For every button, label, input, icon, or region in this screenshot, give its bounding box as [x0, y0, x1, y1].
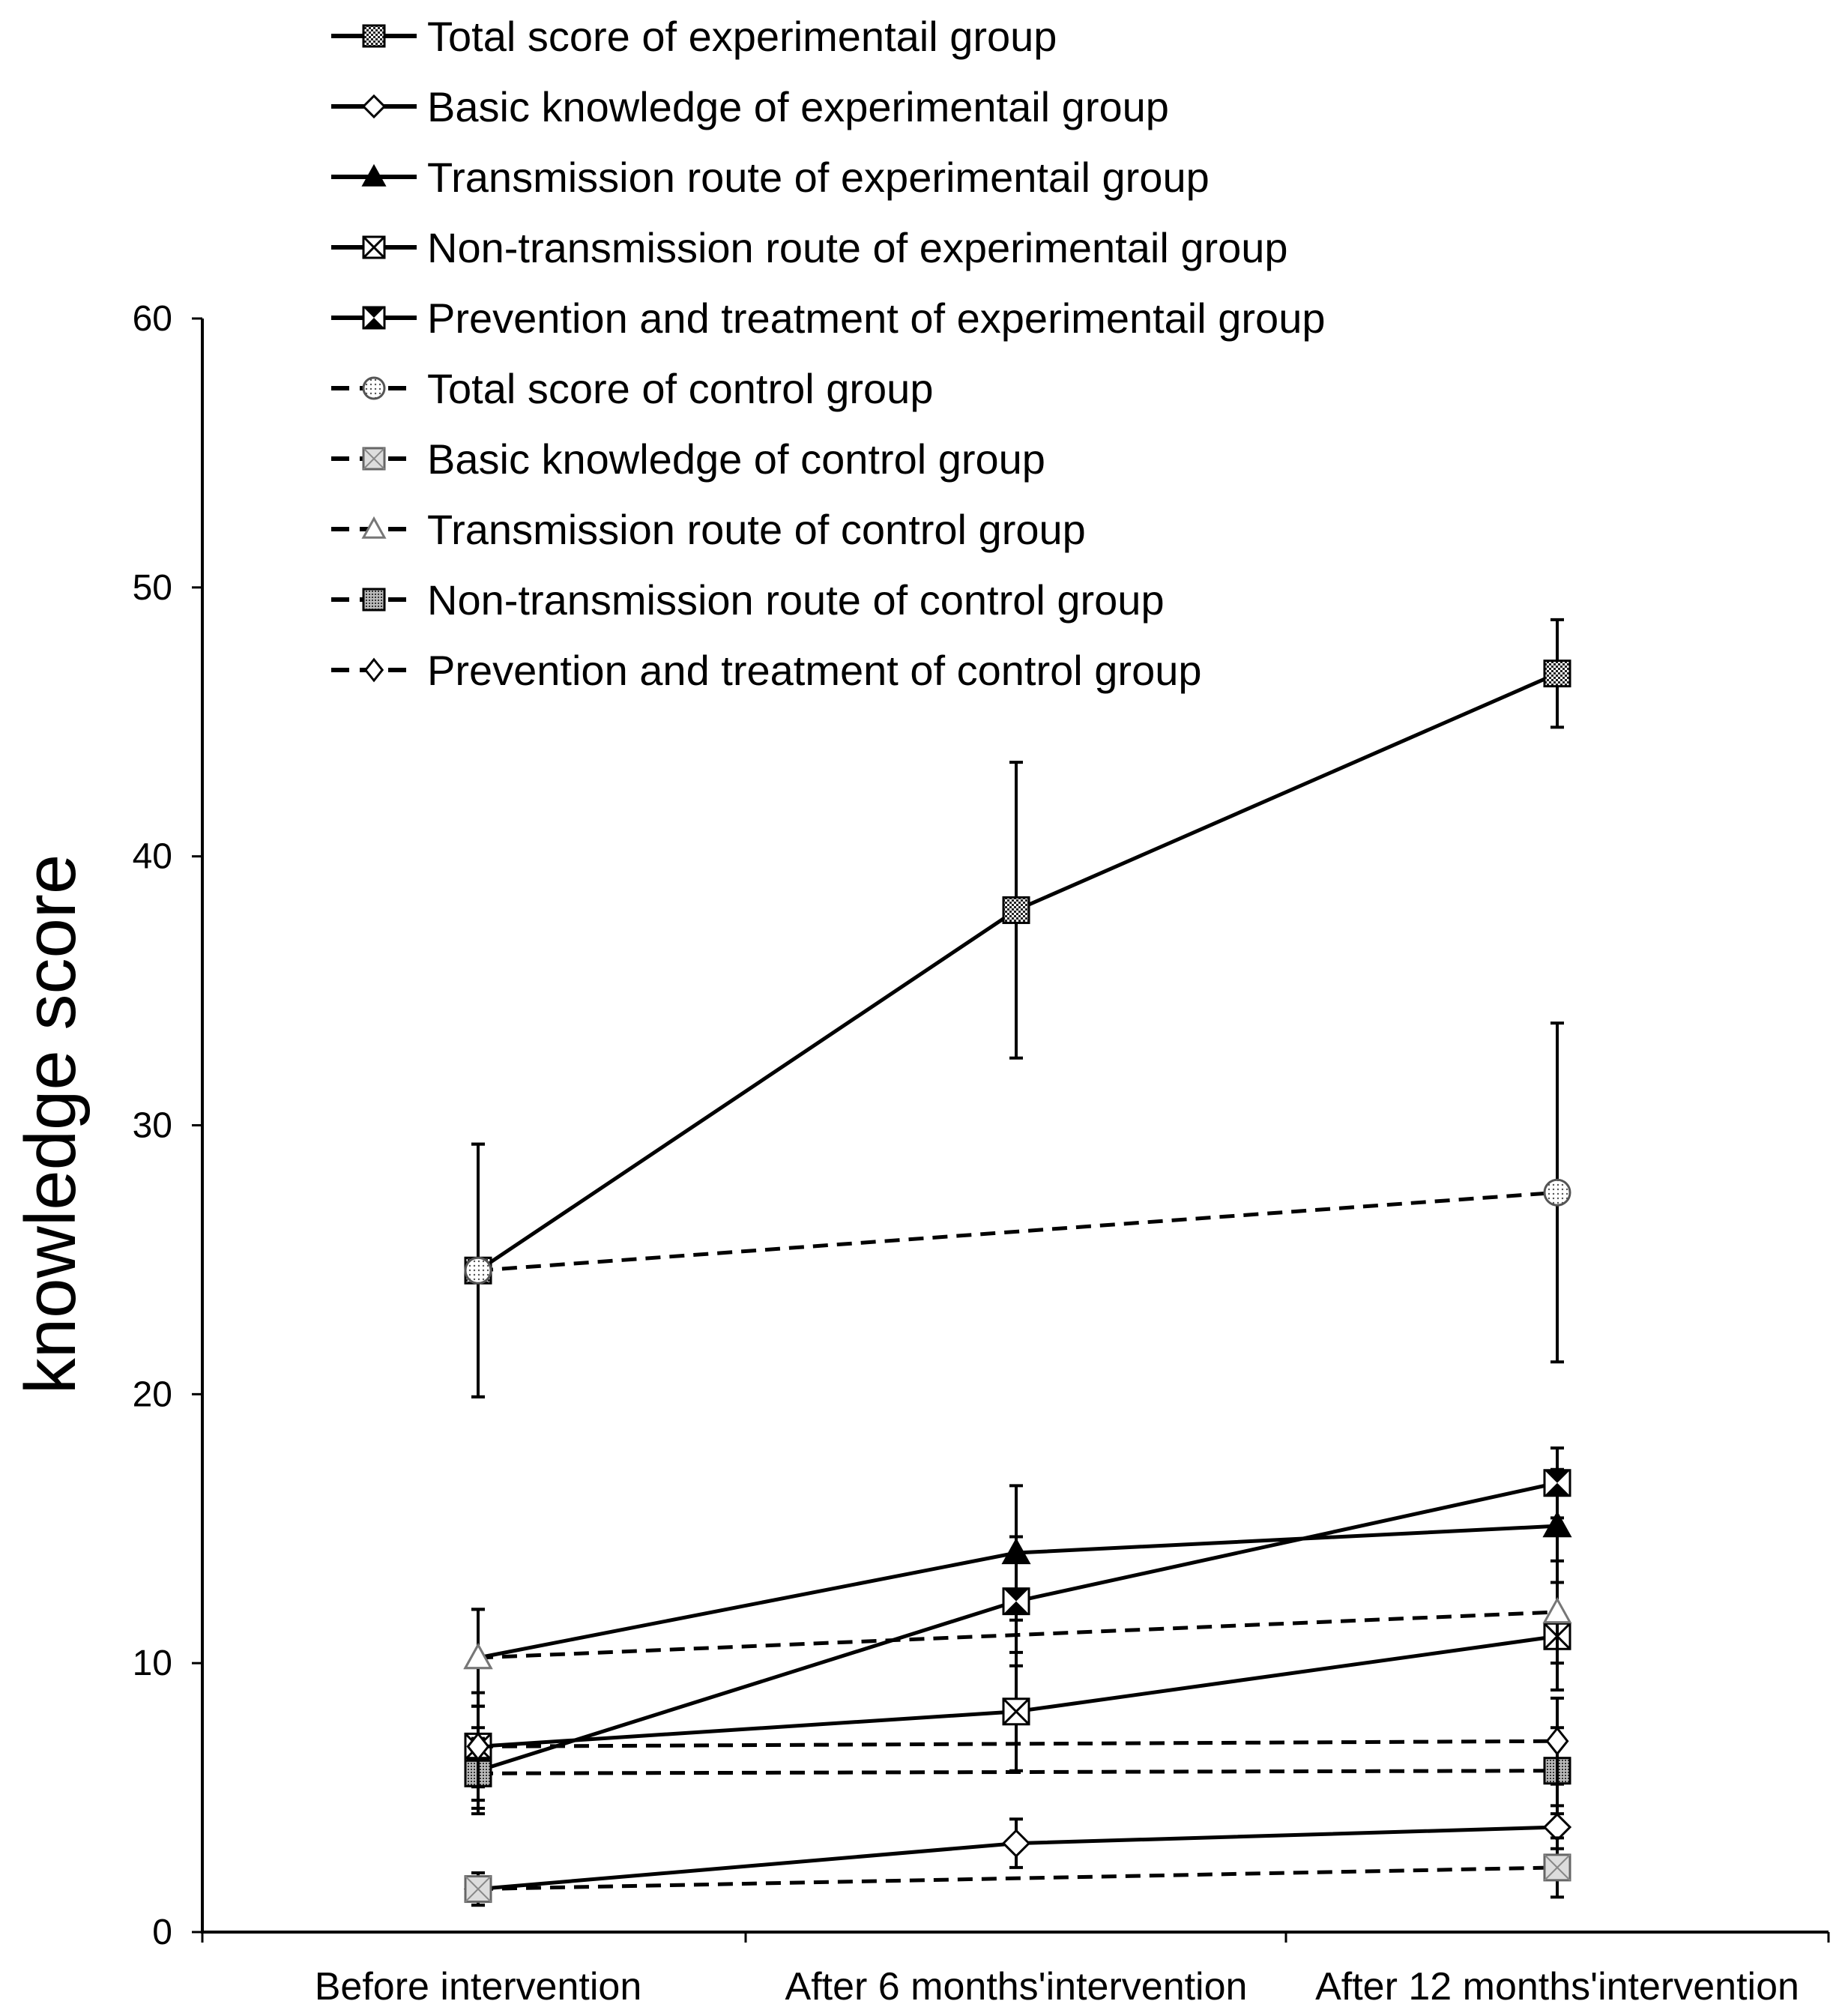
series-marker — [1543, 1469, 1571, 1497]
series-marker — [362, 306, 386, 330]
y-tick-label: 30 — [133, 1106, 172, 1146]
legend-item: Transmission route of experimentail grou… — [331, 154, 1210, 201]
legend-label: Transmission route of control group — [427, 506, 1086, 553]
legend-label: Non-transmission route of control group — [427, 576, 1165, 624]
y-axis-label: knowledge score — [10, 854, 91, 1394]
series-marker — [1002, 1697, 1030, 1726]
legend-label: Basic knowledge of control group — [427, 435, 1045, 483]
axes: 0 10 20 30 40 50 60 Before intervention After 6… — [133, 299, 1830, 2009]
series-marker — [1002, 896, 1030, 924]
series-marker — [362, 376, 386, 400]
y-tick-label: 20 — [133, 1374, 172, 1414]
legend-label: Basic knowledge of experimentail group — [427, 83, 1169, 130]
legend-item: Transmission route of control group — [331, 506, 1086, 553]
x-tick-label: After 6 months'intervention — [785, 1965, 1248, 2009]
legend: Total score of experimentail group Basic … — [331, 13, 1325, 694]
series-line — [477, 1769, 1558, 1775]
y-tick-label: 60 — [133, 299, 172, 339]
series-marker — [464, 1875, 492, 1904]
series-marker — [463, 1642, 493, 1670]
legend-label: Prevention and treatment of control grou… — [427, 647, 1202, 694]
legend-label: Total score of experimentail group — [427, 13, 1057, 60]
y-tick-label: 40 — [133, 837, 172, 877]
series-line — [477, 1610, 1558, 1660]
series-marker — [1002, 1587, 1030, 1616]
series-marker — [362, 24, 386, 48]
series-total-score-of-experimentail-group — [464, 618, 1571, 1398]
series-marker — [1543, 1853, 1571, 1882]
legend-item: Non-transmission route of control group — [331, 576, 1165, 624]
series-marker — [1545, 1726, 1569, 1756]
series-marker — [361, 94, 387, 119]
series-basic-knowledge-of-experimentail-group — [463, 1804, 1572, 1907]
series-marker — [1542, 1596, 1572, 1624]
series-marker — [1543, 660, 1571, 688]
series-total-score-of-control-group — [464, 1021, 1571, 1398]
x-tick-label: Before intervention — [315, 1965, 642, 2009]
legend-item: Prevention and treatment of experimentai… — [331, 295, 1325, 342]
legend-item: Basic knowledge of control group — [331, 435, 1045, 483]
series-marker — [362, 588, 386, 612]
series-marker — [464, 1256, 492, 1285]
series-marker — [361, 516, 387, 539]
series-marker — [362, 447, 386, 471]
series-prevention-and-treatment-of-control-group — [466, 1696, 1569, 1789]
y-tick-label: 50 — [133, 568, 172, 608]
series-marker — [1542, 1812, 1572, 1842]
series-marker — [362, 235, 386, 259]
legend-item: Basic knowledge of experimentail group — [331, 83, 1169, 130]
legend-item: Prevention and treatment of control grou… — [331, 647, 1202, 694]
series-line — [477, 1865, 1558, 1892]
legend-item: Total score of control group — [331, 365, 933, 412]
series-marker — [466, 1732, 490, 1761]
series-layer — [463, 618, 1572, 1907]
series-line — [477, 1190, 1558, 1273]
series-marker — [363, 657, 384, 683]
y-tick-label: 10 — [133, 1644, 172, 1683]
series-line — [477, 1739, 1558, 1748]
legend-label: Prevention and treatment of experimentai… — [427, 295, 1325, 342]
legend-label: Non-transmission route of experimentail … — [427, 224, 1288, 271]
series-marker — [361, 163, 387, 187]
series-marker — [1001, 1829, 1031, 1858]
legend-item: Total score of experimentail group — [331, 13, 1057, 60]
y-tick-label: 0 — [152, 1913, 172, 1952]
series-marker — [1542, 1511, 1572, 1538]
legend-item: Non-transmission route of experimentail … — [331, 224, 1288, 271]
x-tick-label: After 12 months'intervention — [1315, 1965, 1799, 2009]
legend-label: Total score of control group — [427, 365, 933, 412]
series-marker — [1543, 1178, 1571, 1207]
legend-label: Transmission route of experimentail grou… — [427, 154, 1210, 201]
series-basic-knowledge-of-control-group — [464, 1836, 1571, 1907]
